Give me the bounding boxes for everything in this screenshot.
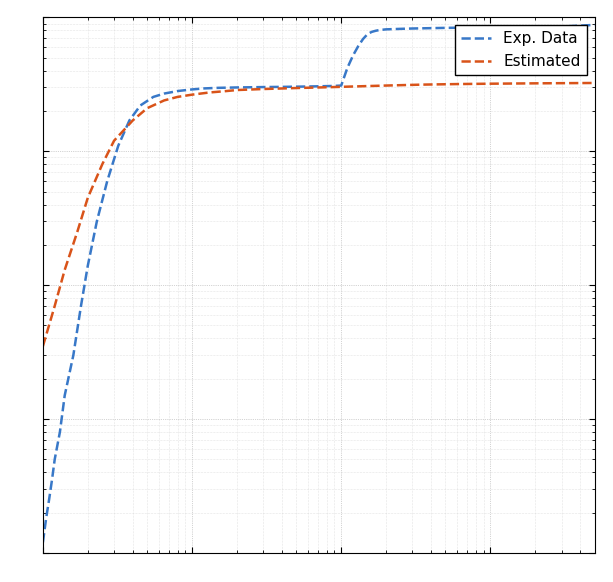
Exp. Data bbox=[84, 262, 91, 269]
Estimated bbox=[259, 86, 267, 93]
Exp. Data bbox=[150, 93, 157, 100]
Exp. Data bbox=[463, 24, 471, 31]
Exp. Data bbox=[104, 178, 111, 184]
Exp. Data bbox=[349, 52, 357, 59]
Exp. Data bbox=[48, 477, 56, 484]
Exp. Data bbox=[368, 29, 375, 36]
Exp. Data bbox=[161, 90, 168, 97]
Estimated bbox=[99, 161, 106, 168]
Estimated bbox=[223, 87, 230, 94]
Estimated bbox=[84, 194, 91, 201]
Exp. Data bbox=[364, 31, 371, 38]
Exp. Data bbox=[56, 428, 64, 435]
Estimated bbox=[419, 81, 426, 88]
Estimated bbox=[205, 89, 213, 96]
Exp. Data bbox=[487, 24, 494, 31]
Exp. Data bbox=[383, 26, 390, 33]
Exp. Data bbox=[305, 83, 312, 90]
Estimated bbox=[234, 87, 241, 94]
Estimated bbox=[292, 84, 300, 91]
Exp. Data bbox=[558, 23, 565, 30]
Exp. Data bbox=[278, 83, 286, 90]
Exp. Data bbox=[137, 102, 144, 109]
Estimated bbox=[591, 80, 598, 87]
Exp. Data bbox=[51, 456, 58, 463]
Exp. Data bbox=[42, 515, 50, 522]
Exp. Data bbox=[330, 83, 338, 90]
Legend: Exp. Data, Estimated: Exp. Data, Estimated bbox=[455, 25, 587, 75]
Exp. Data bbox=[234, 84, 241, 91]
Exp. Data bbox=[93, 218, 101, 225]
Line: Exp. Data: Exp. Data bbox=[43, 25, 595, 542]
Exp. Data bbox=[314, 83, 322, 90]
Estimated bbox=[51, 303, 58, 310]
Exp. Data bbox=[359, 36, 367, 42]
Line: Estimated: Estimated bbox=[43, 83, 595, 346]
Exp. Data bbox=[45, 496, 53, 503]
Exp. Data bbox=[442, 24, 449, 31]
Exp. Data bbox=[259, 84, 267, 91]
Exp. Data bbox=[39, 539, 47, 546]
Estimated bbox=[323, 84, 330, 91]
Exp. Data bbox=[188, 86, 196, 93]
Estimated bbox=[188, 91, 196, 98]
Exp. Data bbox=[427, 24, 435, 31]
Estimated bbox=[74, 228, 81, 235]
Exp. Data bbox=[372, 27, 379, 34]
Exp. Data bbox=[397, 26, 404, 33]
Estimated bbox=[531, 80, 539, 87]
Exp. Data bbox=[174, 87, 181, 94]
Exp. Data bbox=[323, 83, 330, 90]
Exp. Data bbox=[531, 23, 539, 30]
Exp. Data bbox=[70, 352, 77, 359]
Estimated bbox=[110, 137, 118, 144]
Exp. Data bbox=[126, 117, 133, 124]
Estimated bbox=[61, 267, 69, 274]
Exp. Data bbox=[215, 84, 222, 91]
Exp. Data bbox=[77, 303, 85, 310]
Exp. Data bbox=[200, 85, 208, 92]
Exp. Data bbox=[115, 142, 122, 149]
Exp. Data bbox=[61, 392, 69, 399]
Estimated bbox=[39, 343, 47, 350]
Estimated bbox=[129, 117, 136, 124]
Exp. Data bbox=[338, 82, 345, 89]
Exp. Data bbox=[248, 84, 255, 91]
Exp. Data bbox=[354, 42, 362, 49]
Estimated bbox=[161, 97, 168, 104]
Exp. Data bbox=[513, 24, 520, 31]
Exp. Data bbox=[292, 83, 300, 90]
Estimated bbox=[454, 80, 461, 87]
Exp. Data bbox=[409, 25, 416, 32]
Estimated bbox=[349, 83, 357, 90]
Estimated bbox=[383, 82, 390, 89]
Estimated bbox=[174, 93, 181, 100]
Estimated bbox=[143, 105, 151, 112]
Exp. Data bbox=[591, 22, 598, 29]
Exp. Data bbox=[344, 65, 351, 72]
Estimated bbox=[487, 80, 494, 87]
Exp. Data bbox=[376, 27, 383, 34]
